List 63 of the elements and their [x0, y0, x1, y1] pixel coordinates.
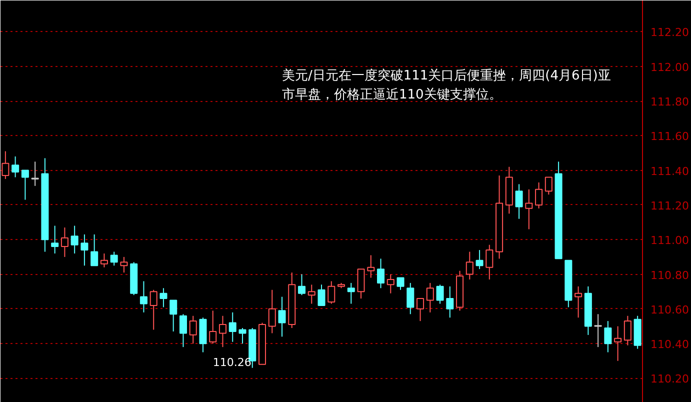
candlestick	[357, 268, 365, 300]
annotation: 110.26	[212, 356, 252, 369]
candlestick	[209, 310, 217, 344]
candlestick	[120, 256, 128, 274]
candlestick	[486, 244, 494, 280]
candlestick	[328, 280, 336, 304]
candlestick	[218, 315, 226, 348]
annotation: 美元/日元在一度突破111关口后便重挫，周四(4月6日)亚市早盘，价格正逼近110关键支撑位。	[282, 68, 611, 102]
y-tick-label: 111.20	[650, 199, 689, 212]
candlestick	[377, 258, 385, 289]
candlestick	[604, 320, 612, 353]
candlestick	[228, 312, 236, 342]
candlestick	[466, 251, 474, 280]
candlestick	[179, 314, 187, 348]
candlestick	[594, 314, 602, 348]
candlestick	[347, 282, 355, 304]
y-tick-label: 111.80	[650, 96, 689, 108]
candlestick	[574, 286, 582, 318]
candlestick	[544, 176, 552, 196]
candlestick	[80, 234, 88, 266]
candlestick	[624, 315, 632, 346]
candlestick	[426, 282, 434, 313]
candlestick	[31, 161, 39, 186]
candlestick	[614, 326, 622, 362]
candlestick	[515, 184, 523, 220]
candlestick	[367, 254, 375, 278]
candlestick	[100, 252, 108, 268]
candlestick	[476, 250, 484, 270]
candlestick	[406, 282, 414, 315]
y-tick-label: 112.20	[650, 26, 689, 40]
y-tick-label: 110.60	[650, 303, 689, 316]
y-tick-label: 110.20	[650, 372, 689, 386]
candlestick	[436, 284, 444, 304]
candlestick	[396, 277, 404, 290]
candlestick	[110, 251, 118, 266]
candlestick	[308, 284, 316, 304]
candlestick	[525, 188, 533, 230]
candlestick	[160, 288, 168, 308]
candlestick	[90, 234, 98, 266]
candlestick	[189, 315, 197, 344]
candlestick	[51, 225, 59, 254]
candlestick	[386, 274, 394, 294]
y-tick-label: 111.00	[650, 234, 689, 248]
candlestick	[170, 300, 178, 332]
candlestick	[12, 156, 20, 178]
candlestick	[268, 289, 276, 334]
candlestick	[21, 170, 29, 200]
candlestick	[446, 286, 454, 318]
candlestick	[238, 327, 246, 344]
candlestick	[150, 289, 158, 330]
y-tick-label: 112.00	[650, 60, 689, 74]
candlestick	[318, 284, 326, 306]
candlestick	[535, 182, 543, 209]
y-tick-label: 110.40	[650, 338, 689, 352]
y-tick-label: 111.60	[650, 130, 689, 144]
y-tick-label: 110.80	[650, 268, 689, 282]
candlestick	[70, 225, 78, 254]
candlestick	[298, 274, 306, 296]
candlestick	[278, 296, 286, 338]
candlestick	[140, 280, 148, 313]
candlestick	[60, 226, 68, 258]
candlestick	[416, 298, 424, 322]
y-tick-label: 111.40	[650, 164, 689, 178]
